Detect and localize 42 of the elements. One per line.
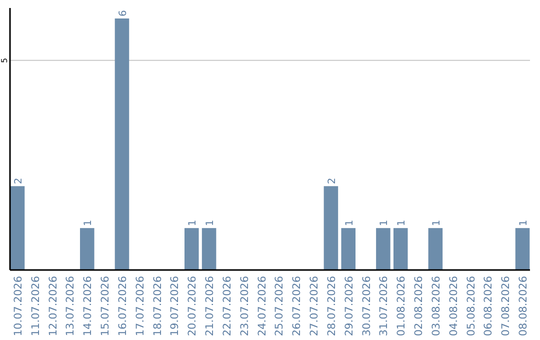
data-label: 2: [13, 178, 24, 184]
x-tick-label: 13.07.2026: [64, 276, 77, 336]
x-tick-label: 25.07.2026: [274, 276, 286, 336]
x-tick-label: 04.08.2026: [448, 276, 460, 336]
x-tick-label: 16.07.2026: [116, 276, 129, 336]
x-tick-label: 30.07.2026: [360, 276, 373, 336]
x-tick-label: 21.07.2026: [204, 276, 216, 336]
x-tick-label: 05.08.2026: [465, 276, 478, 336]
data-label: 1: [431, 220, 442, 226]
data-label: 1: [83, 220, 94, 226]
x-tick-label: 19.07.2026: [169, 276, 182, 336]
x-tick-label: 27.07.2026: [308, 276, 321, 336]
x-tick-label: 17.07.2026: [134, 276, 146, 336]
x-tick-label: 26.07.2026: [291, 276, 304, 336]
y-tick-label: 5: [0, 58, 9, 63]
x-tick-label: 08.08.2026: [518, 276, 530, 336]
data-label: 1: [396, 220, 408, 226]
data-label: 1: [188, 220, 199, 226]
x-tick-label: 22.07.2026: [221, 276, 234, 336]
x-tick-label: 20.07.2026: [186, 276, 199, 336]
x-tick-label: 24.07.2026: [256, 276, 268, 336]
x-tick-label: 03.08.2026: [430, 276, 442, 336]
x-tick-label: 12.07.2026: [47, 276, 60, 336]
data-label: 1: [518, 220, 530, 226]
x-tick-label: 15.07.2026: [100, 276, 112, 336]
x-tick-label: 31.07.2026: [378, 276, 390, 336]
x-tick-label: 23.07.2026: [238, 276, 251, 336]
x-tick-label: 01.08.2026: [396, 276, 408, 336]
x-tick-label: 10.07.2026: [12, 276, 24, 336]
data-label: 2: [326, 178, 338, 184]
x-tick-label: 07.08.2026: [500, 276, 512, 336]
data-label: 1: [344, 220, 356, 226]
x-tick-label: 29.07.2026: [343, 276, 356, 336]
x-tick-label: 02.08.2026: [413, 276, 426, 336]
x-tick-label: 06.08.2026: [482, 276, 495, 336]
x-tick-label: 14.07.2026: [82, 276, 94, 336]
x-tick-label: 28.07.2026: [326, 276, 338, 336]
data-label: 6: [118, 10, 129, 16]
x-tick-label: 11.07.2026: [30, 276, 42, 336]
data-label: 1: [379, 220, 390, 226]
data-label: 1: [205, 220, 216, 226]
x-tick-label: 18.07.2026: [152, 276, 164, 336]
